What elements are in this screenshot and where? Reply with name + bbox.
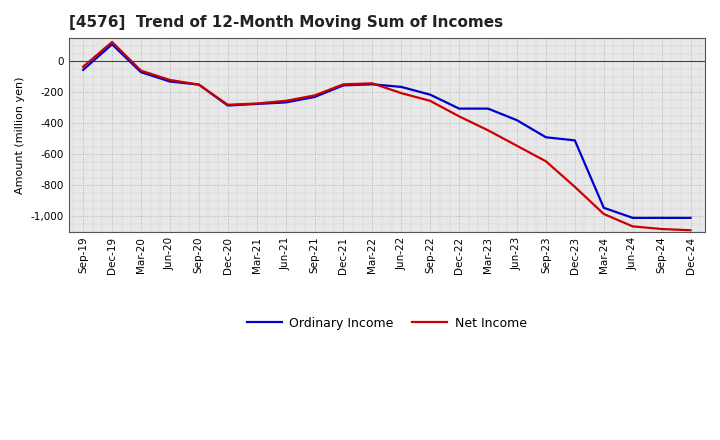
- Net Income: [137, 68, 145, 73]
- Net Income: [600, 211, 608, 216]
- Ordinary Income: [657, 215, 666, 220]
- Net Income: [570, 184, 579, 190]
- Net Income: [455, 114, 464, 119]
- Y-axis label: Amount (million yen): Amount (million yen): [15, 76, 25, 194]
- Ordinary Income: [166, 79, 174, 84]
- Ordinary Income: [108, 42, 117, 47]
- Net Income: [108, 39, 117, 44]
- Ordinary Income: [368, 82, 377, 87]
- Net Income: [368, 81, 377, 86]
- Net Income: [282, 98, 290, 103]
- Ordinary Income: [513, 117, 521, 123]
- Line: Net Income: Net Income: [83, 42, 690, 230]
- Ordinary Income: [629, 215, 637, 220]
- Net Income: [252, 101, 261, 106]
- Line: Ordinary Income: Ordinary Income: [83, 44, 690, 218]
- Net Income: [686, 227, 695, 233]
- Ordinary Income: [426, 92, 435, 97]
- Ordinary Income: [223, 103, 232, 108]
- Ordinary Income: [570, 138, 579, 143]
- Net Income: [397, 91, 405, 96]
- Ordinary Income: [282, 100, 290, 105]
- Ordinary Income: [310, 94, 319, 99]
- Ordinary Income: [600, 205, 608, 210]
- Net Income: [78, 64, 87, 70]
- Net Income: [657, 226, 666, 231]
- Text: [4576]  Trend of 12-Month Moving Sum of Incomes: [4576] Trend of 12-Month Moving Sum of I…: [68, 15, 503, 30]
- Net Income: [426, 98, 435, 103]
- Net Income: [310, 93, 319, 98]
- Net Income: [513, 143, 521, 148]
- Ordinary Income: [541, 135, 550, 140]
- Ordinary Income: [252, 101, 261, 106]
- Net Income: [223, 102, 232, 107]
- Ordinary Income: [339, 83, 348, 88]
- Net Income: [339, 82, 348, 87]
- Ordinary Income: [78, 67, 87, 73]
- Ordinary Income: [686, 215, 695, 220]
- Ordinary Income: [484, 106, 492, 111]
- Ordinary Income: [137, 70, 145, 75]
- Ordinary Income: [455, 106, 464, 111]
- Legend: Ordinary Income, Net Income: Ordinary Income, Net Income: [242, 312, 532, 335]
- Net Income: [166, 77, 174, 83]
- Net Income: [484, 128, 492, 133]
- Ordinary Income: [194, 82, 203, 87]
- Net Income: [541, 159, 550, 164]
- Net Income: [629, 224, 637, 229]
- Net Income: [194, 82, 203, 87]
- Ordinary Income: [397, 84, 405, 90]
